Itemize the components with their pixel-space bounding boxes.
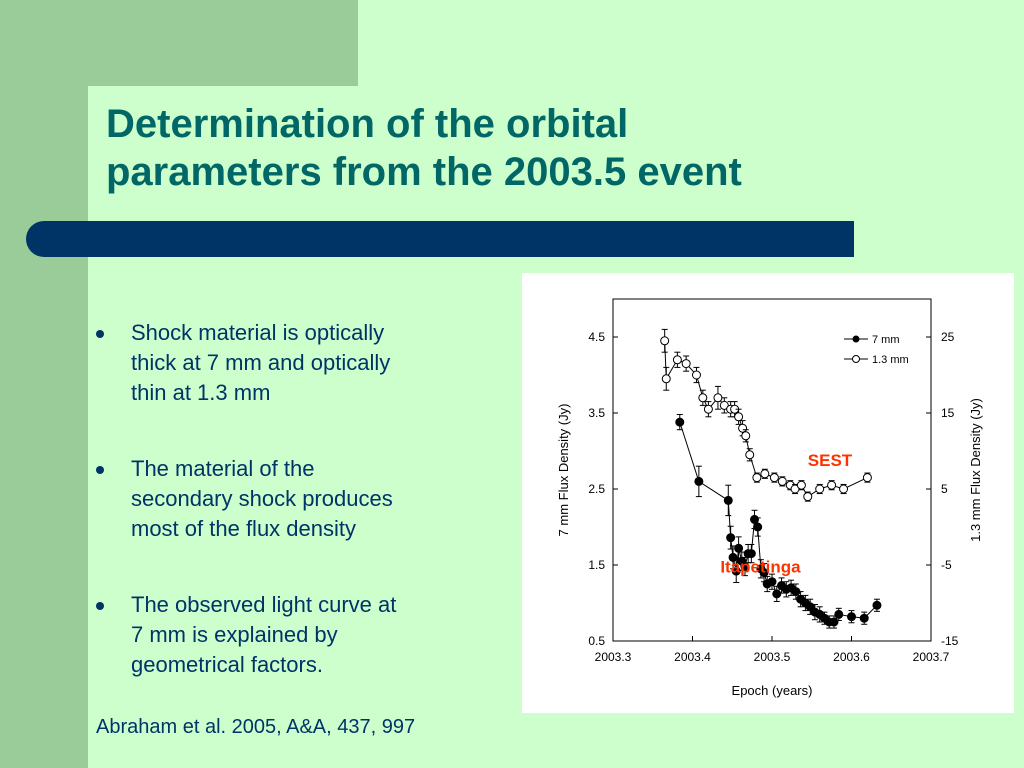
data-point-7mm: [675, 417, 685, 427]
x-axis-label: Epoch (years): [732, 683, 813, 698]
y2-tick-label: -5: [941, 558, 952, 572]
title-panel-corner: [88, 86, 358, 206]
light-curve-chart: 2003.3 2003.4 2003.5 2003.6 2003.7 0.5 1.5 2.5 3…: [522, 273, 1014, 713]
bullet-line: thin at 1.3 mm: [131, 380, 271, 405]
data-point-7mm: [740, 562, 750, 572]
x-tick-label: 2003.4: [674, 650, 711, 664]
data-point-13mm: [734, 412, 744, 422]
annotation-sest: SEST: [808, 451, 853, 470]
title-underline-bar: [26, 221, 854, 257]
x-tick-label: 2003.5: [754, 650, 791, 664]
bullet-line: The observed light curve at: [131, 592, 397, 617]
legend-marker-13mm: [852, 355, 860, 363]
bullet-list: Shock material is optically thick at 7 m…: [96, 318, 506, 726]
data-point-7mm: [759, 568, 769, 578]
y-tick-label: 1.5: [588, 558, 605, 572]
slide-title-line-1: Determination of the orbital: [106, 102, 629, 146]
bullet-line: Shock material is optically: [131, 320, 385, 345]
y2-tick-label: 15: [941, 406, 955, 420]
data-point-13mm: [769, 473, 779, 483]
data-point-7mm: [746, 549, 756, 559]
data-point-13mm: [815, 484, 825, 494]
data-point-7mm: [767, 577, 777, 587]
y2-tick-label: 25: [941, 330, 955, 344]
data-point-7mm: [694, 476, 704, 486]
bullet-dot-icon: [96, 466, 104, 474]
data-point-7mm: [723, 495, 733, 505]
bullet-line: The material of the: [131, 456, 315, 481]
data-point-13mm: [713, 393, 723, 403]
x-tick-label: 2003.3: [595, 650, 632, 664]
y-tick-label: 3.5: [588, 406, 605, 420]
data-point-7mm: [859, 613, 869, 623]
slide-title-line-2: parameters from the 2003.5 event: [106, 150, 742, 194]
bullet-dot-icon: [96, 330, 104, 338]
data-point-7mm: [734, 543, 744, 553]
data-point-13mm: [760, 469, 770, 479]
data-point-13mm: [745, 450, 755, 460]
legend-label-7mm: 7 mm: [872, 334, 900, 346]
legend-marker-7mm: [852, 335, 860, 343]
data-point-7mm: [834, 609, 844, 619]
bullet-item: Shock material is optically thick at 7 m…: [96, 318, 506, 408]
data-point-13mm: [839, 484, 849, 494]
bullet-item: The observed light curve at 7 mm is expl…: [96, 590, 506, 680]
legend: 7 mm 1.3 mm: [844, 334, 909, 366]
bullet-line: thick at 7 mm and optically: [131, 350, 391, 375]
y2-tick-label: 5: [941, 482, 948, 496]
bullet-dot-icon: [96, 602, 104, 610]
y-tick-label: 2.5: [588, 482, 605, 496]
bullet-line: secondary shock produces: [131, 486, 393, 511]
y-axis-label: 7 mm Flux Density (Jy): [556, 404, 571, 537]
x-tick-label: 2003.7: [913, 650, 950, 664]
data-point-7mm: [772, 589, 782, 599]
data-point-13mm: [661, 374, 671, 384]
slide-title: Determination of the orbital parameters …: [106, 100, 986, 196]
x-tick-label: 2003.6: [833, 650, 870, 664]
data-point-13mm: [681, 359, 691, 369]
y-tick-label: 4.5: [588, 330, 605, 344]
data-point-13mm: [698, 393, 708, 403]
bullet-item: The material of the secondary shock prod…: [96, 454, 506, 544]
data-point-7mm: [847, 612, 856, 622]
data-point-13mm: [691, 370, 701, 380]
data-point-13mm: [672, 355, 682, 365]
data-point-13mm: [827, 480, 837, 490]
data-point-7mm: [731, 566, 741, 576]
left-decor-strip: [0, 0, 88, 768]
y2-axis-label: 1.3 mm Flux Density (Jy): [968, 398, 983, 542]
bullet-line: 7 mm is explained by: [131, 622, 338, 647]
annotation-itapetinga: Itapetinga: [720, 558, 801, 577]
y2-tick-label: -15: [941, 634, 959, 648]
citation: Abraham et al. 2005, A&A, 437, 997: [96, 716, 416, 738]
data-point-13mm: [796, 480, 806, 490]
chart-svg: 2003.3 2003.4 2003.5 2003.6 2003.7 0.5 1.5 2.5 3…: [556, 298, 983, 698]
data-point-7mm: [829, 617, 839, 627]
data-point-13mm: [752, 473, 762, 483]
data-point-7mm: [753, 522, 763, 532]
bullet-line: geometrical factors.: [131, 652, 323, 677]
data-point-7mm: [726, 533, 736, 543]
legend-label-13mm: 1.3 mm: [872, 354, 909, 366]
data-point-7mm: [872, 600, 882, 610]
y-tick-label: 0.5: [588, 634, 605, 648]
data-point-13mm: [703, 404, 713, 414]
data-point-13mm: [862, 473, 872, 483]
data-point-13mm: [803, 492, 813, 502]
bullet-line: most of the flux density: [131, 516, 356, 541]
top-decor-block: [0, 0, 358, 86]
data-point-13mm: [741, 431, 751, 441]
data-point-13mm: [660, 336, 670, 346]
data-point-13mm: [777, 476, 787, 486]
